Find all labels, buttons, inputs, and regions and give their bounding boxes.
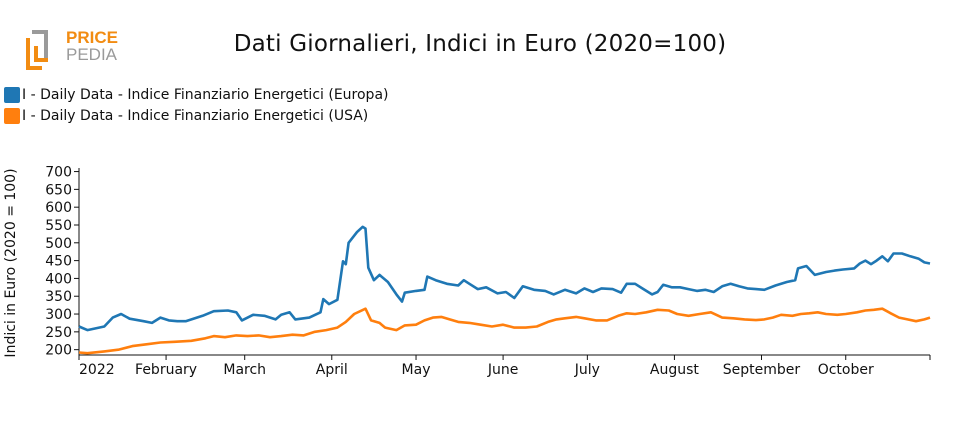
legend: I - Daily Data - Indice Finanziario Ener… — [4, 84, 388, 126]
logo-bracket-grey — [32, 30, 48, 58]
series-layer — [78, 225, 931, 355]
y-tick-label: 500 — [45, 236, 72, 252]
y-tick-label: 250 — [45, 325, 72, 341]
y-tick-label: 600 — [45, 200, 72, 216]
legend-item-usa[interactable]: I - Daily Data - Indice Finanziario Ener… — [4, 105, 388, 126]
x-axis: 2022 February March April May June July August S… — [78, 354, 931, 378]
y-axis-title: Indici in Euro (2020 = 100) — [3, 168, 19, 357]
logo-text-price: PRICE — [66, 28, 118, 47]
x-tick-label: 2022 — [79, 362, 115, 378]
x-tick-label: February — [135, 362, 197, 378]
y-tick-label: 350 — [45, 289, 72, 305]
chart-title: Dati Giornalieri, Indici in Euro (2020=1… — [233, 31, 727, 57]
logo-bracket-orange — [26, 38, 42, 70]
y-tick-label: 700 — [45, 165, 72, 181]
y-tick-label: 300 — [45, 307, 72, 323]
legend-label-usa: I - Daily Data - Indice Finanziario Ener… — [22, 107, 369, 124]
x-tick-label: June — [487, 362, 519, 378]
series-line-usa — [78, 307, 931, 355]
x-tick-label: April — [316, 362, 348, 378]
x-tick-label: July — [574, 362, 600, 378]
legend-label-europa: I - Daily Data - Indice Finanziario Ener… — [22, 86, 389, 103]
legend-swatch-usa — [4, 107, 20, 124]
y-tick-label: 450 — [45, 254, 72, 270]
legend-swatch-europa — [4, 86, 20, 103]
y-tick-label: 650 — [45, 182, 72, 198]
y-tick-label: 550 — [45, 218, 72, 234]
x-tick-label: March — [223, 362, 266, 378]
y-tick-label: 200 — [45, 343, 72, 359]
logo-text-pedia: PEDIA — [66, 45, 118, 64]
x-tick-label: May — [402, 362, 431, 378]
x-tick-label: September — [723, 362, 801, 378]
legend-item-europa[interactable]: I - Daily Data - Indice Finanziario Ener… — [4, 84, 388, 105]
x-tick-label: August — [650, 362, 700, 378]
series-line-europa — [78, 225, 931, 332]
logo-bracket-orange-inner — [34, 46, 48, 62]
y-tick-label: 400 — [45, 271, 72, 287]
x-tick-label: October — [818, 362, 874, 378]
pricepedia-logo: PRICE PEDIA — [26, 28, 118, 70]
